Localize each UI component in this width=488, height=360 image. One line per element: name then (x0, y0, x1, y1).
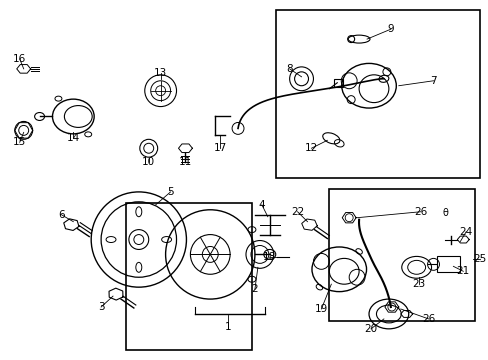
Text: 23: 23 (411, 279, 425, 289)
Text: 8: 8 (286, 64, 292, 74)
Text: 7: 7 (429, 76, 436, 86)
Text: 11: 11 (179, 157, 192, 167)
Text: 5: 5 (167, 187, 174, 197)
Text: 22: 22 (290, 207, 304, 217)
Bar (125, 203, 251, 350)
Text: 26: 26 (413, 207, 427, 217)
Text: 16: 16 (13, 54, 26, 64)
Text: θ: θ (442, 208, 447, 218)
Bar (329, 189, 474, 321)
Bar (334, 79, 343, 87)
Text: 9: 9 (387, 24, 393, 34)
Text: 24: 24 (459, 226, 472, 237)
Text: 17: 17 (213, 143, 226, 153)
Text: 25: 25 (472, 255, 486, 264)
Text: 15: 15 (13, 137, 26, 147)
Text: 26: 26 (421, 314, 434, 324)
Text: 10: 10 (142, 157, 155, 167)
Text: 6: 6 (58, 210, 64, 220)
Text: 21: 21 (456, 266, 469, 276)
Text: 14: 14 (66, 133, 80, 143)
Text: 4: 4 (258, 200, 264, 210)
Bar (275, 10, 479, 178)
Bar (436, 256, 459, 272)
Text: 1: 1 (224, 322, 231, 332)
Text: 12: 12 (304, 143, 318, 153)
Text: 18: 18 (263, 252, 276, 262)
Text: 3: 3 (98, 302, 104, 312)
Text: 20: 20 (364, 324, 377, 334)
Text: 13: 13 (154, 68, 167, 78)
Text: 2: 2 (251, 284, 258, 294)
Text: 19: 19 (314, 304, 327, 314)
